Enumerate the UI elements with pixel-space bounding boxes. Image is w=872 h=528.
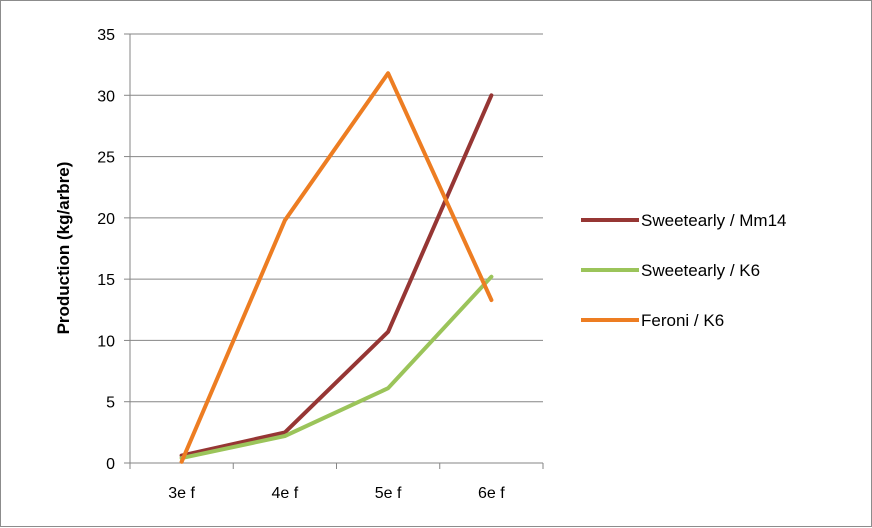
legend-label: Sweetearly / Mm14 <box>641 211 787 230</box>
y-tick-label: 15 <box>97 272 115 289</box>
y-tick-label: 0 <box>106 456 115 473</box>
y-tick-label: 25 <box>97 150 115 167</box>
series-line <box>179 71 494 464</box>
axes <box>124 33 544 469</box>
y-axis-title: Production (kg/arbre) <box>54 162 73 335</box>
series-lines <box>179 71 494 464</box>
series-line <box>179 93 494 458</box>
y-tick-label: 10 <box>97 333 115 350</box>
y-tick-label: 20 <box>97 211 115 228</box>
legend-label: Feroni / K6 <box>641 311 724 330</box>
y-tick-label: 5 <box>106 395 115 412</box>
x-tick-label: 3e f <box>168 485 195 502</box>
series-line <box>179 274 494 461</box>
legend: Sweetearly / Mm14 Sweetearly / K6 Feroni /… <box>581 211 787 330</box>
x-tick-label: 5e f <box>375 485 402 502</box>
legend-label: Sweetearly / K6 <box>641 261 760 280</box>
y-tick-label: 35 <box>97 27 115 44</box>
gridlines <box>130 33 543 403</box>
y-tick-label: 30 <box>97 88 115 105</box>
x-tick-label: 4e f <box>272 485 299 502</box>
tick-labels: 0 5 10 15 20 25 30 35 3e f 4e f 5e f 6e f <box>97 27 505 502</box>
x-tick-label: 6e f <box>478 485 505 502</box>
